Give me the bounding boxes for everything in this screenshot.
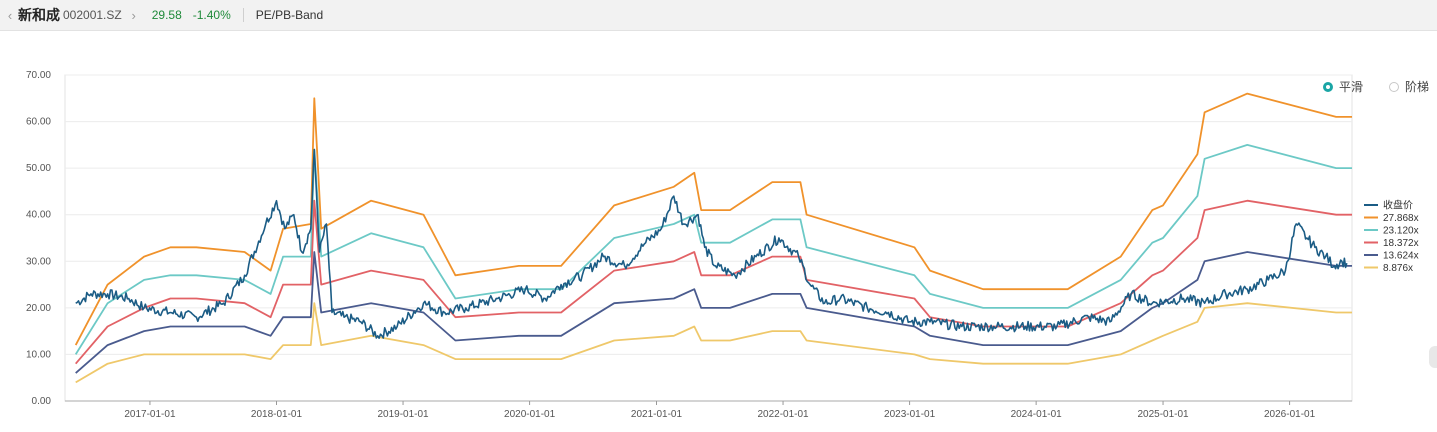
x-tick-label: 2020-01-01 bbox=[504, 409, 556, 420]
y-tick-label: 10.00 bbox=[26, 349, 51, 360]
mode-option-step[interactable]: 阶梯 bbox=[1389, 78, 1429, 95]
x-tick-label: 2019-01-01 bbox=[377, 409, 429, 420]
y-tick-label: 50.00 bbox=[26, 163, 51, 174]
legend-label: 23.120x bbox=[1383, 226, 1419, 237]
mode-label-step: 阶梯 bbox=[1405, 80, 1430, 94]
x-tick-label: 2018-01-01 bbox=[251, 409, 303, 420]
stock-code: 002001.SZ bbox=[63, 8, 122, 22]
legend-label: 13.624x bbox=[1383, 251, 1419, 262]
radio-selected-icon[interactable] bbox=[1323, 81, 1333, 92]
y-tick-label: 60.00 bbox=[26, 117, 51, 128]
tab-pe-pb-band[interactable]: PE/PB-Band bbox=[255, 8, 324, 22]
chevron-left-icon[interactable]: ‹ bbox=[7, 7, 13, 23]
x-tick-label: 2024-01-01 bbox=[1011, 409, 1063, 420]
mode-option-smooth[interactable]: 平滑 bbox=[1323, 78, 1363, 95]
chart-panel: 0.00 10.00 20.00 30.00 40.00 50.00 60.00 70.00 2… bbox=[0, 31, 1437, 432]
band-line-4 bbox=[75, 251, 1352, 374]
legend-label: 18.372x bbox=[1383, 238, 1419, 249]
legend-label: 8.876x bbox=[1383, 263, 1413, 274]
stock-name: 新和成 bbox=[18, 7, 60, 23]
radio-unselected-icon[interactable] bbox=[1389, 81, 1399, 92]
stock-price: 29.58 bbox=[151, 8, 182, 22]
x-tick-label: 2023-01-01 bbox=[884, 409, 936, 420]
y-tick-label: 0.00 bbox=[32, 396, 52, 407]
side-panel-handle[interactable] bbox=[1429, 346, 1437, 368]
y-tick-label: 20.00 bbox=[26, 303, 51, 314]
close-price-line bbox=[75, 148, 1348, 339]
chevron-right-icon[interactable]: › bbox=[131, 7, 136, 23]
band-line-5 bbox=[75, 302, 1352, 384]
band-line-1 bbox=[74, 92, 1352, 346]
stock-header-bar: ‹ 新和成 002001.SZ › 29.58 -1.40% PE/PB-Ban… bbox=[0, 0, 1437, 31]
band-line-2 bbox=[74, 144, 1352, 355]
band-line-3 bbox=[75, 199, 1352, 365]
legend-label: 收盘价 bbox=[1383, 199, 1413, 212]
x-tick-label: 2022-01-01 bbox=[757, 409, 809, 420]
pe-band-chart: 0.00 10.00 20.00 30.00 40.00 50.00 60.00 70.00 2… bbox=[26, 70, 1419, 420]
y-tick-label: 40.00 bbox=[26, 210, 51, 221]
plot-area-border bbox=[64, 74, 1353, 402]
x-tick-label: 2025-01-01 bbox=[1137, 409, 1189, 420]
x-tick-label: 2026-01-01 bbox=[1264, 409, 1316, 420]
x-tick-label: 2021-01-01 bbox=[631, 409, 683, 420]
mode-label-smooth: 平滑 bbox=[1339, 80, 1364, 94]
header-divider bbox=[242, 8, 244, 22]
y-tick-label: 30.00 bbox=[26, 256, 51, 267]
legend-label: 27.868x bbox=[1383, 213, 1419, 224]
x-tick-label: 2017-01-01 bbox=[124, 409, 176, 420]
y-tick-label: 70.00 bbox=[26, 70, 51, 81]
price-change: -1.40% bbox=[192, 8, 231, 22]
